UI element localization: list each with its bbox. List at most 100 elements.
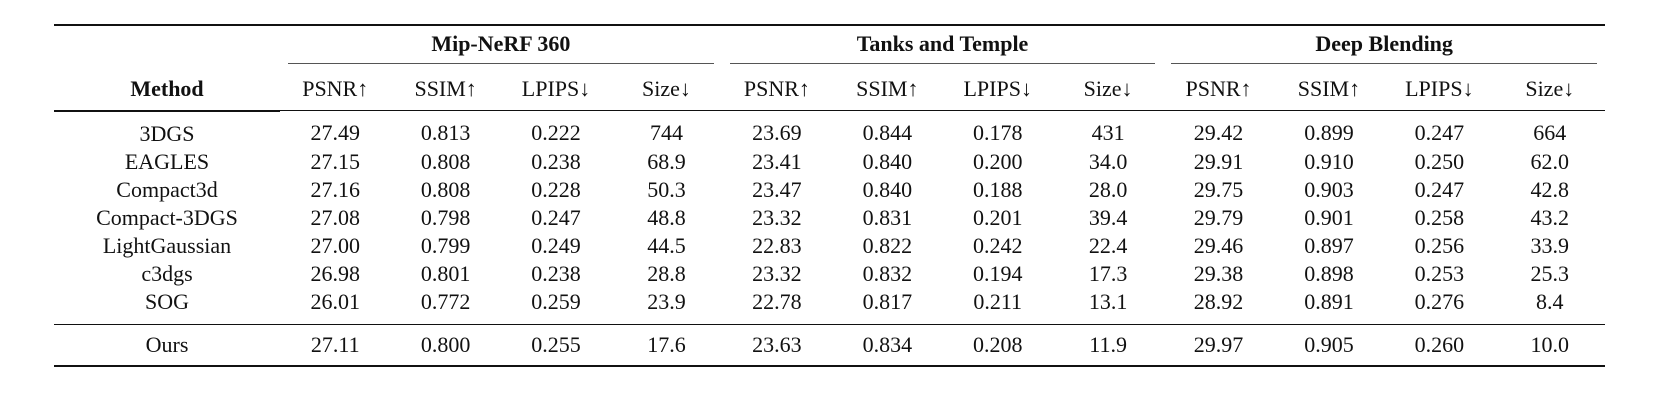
- table-row: LightGaussian 27.00 0.799 0.249 44.5 22.83 0.8…: [54, 232, 1605, 260]
- metric-value-cell: 0.222: [531, 120, 581, 146]
- metric-value-cell: 29.42: [1193, 120, 1244, 146]
- table-body-ours: Ours 27.11 0.800 0.255 17.6 23.63 0.834 0.208 11…: [54, 324, 1605, 366]
- metric-value-cell: 29.75: [1193, 176, 1244, 202]
- metric-header-cell: LPIPS↓: [500, 68, 612, 111]
- metric-value-cell: 0.208: [972, 331, 1023, 357]
- metric-value-cell: 0.899: [1304, 120, 1354, 146]
- metric-header-cell: SSIM↑: [390, 68, 501, 111]
- metric-value-cell: 0.832: [862, 260, 913, 286]
- metric-value-cell: 28.0: [1088, 176, 1128, 202]
- metric-value-cell: 13.1: [1088, 288, 1128, 314]
- metric-value-cell: 0.831: [862, 204, 913, 230]
- table-row-ours: Ours 27.11 0.800 0.255 17.6 23.63 0.834 0.208 11…: [54, 324, 1605, 366]
- results-table-container: Method Mip-NeRF 360 Tanks and Temple Dee…: [54, 24, 1605, 367]
- metric-value-cell: 25.3: [1530, 260, 1570, 286]
- metric-value-cell: 0.201: [972, 204, 1023, 230]
- metric-value-cell: 0.242: [972, 232, 1023, 258]
- table-row: Compact-3DGS 27.08 0.798 0.247 48.8 23.32 0.83…: [54, 204, 1605, 232]
- table-row: SOG 26.01 0.772 0.259 23.9 22.78 0.817 0.211 13.…: [54, 288, 1605, 325]
- metric-value-cell: 0.901: [1304, 204, 1354, 230]
- group-header-tanks-temple: Tanks and Temple: [722, 25, 1164, 68]
- metric-value-cell: 26.98: [310, 260, 360, 286]
- method-name-cell: Compact3d: [116, 176, 218, 202]
- metric-value-cell: 42.8: [1530, 176, 1570, 202]
- metric-value-cell: 0.905: [1304, 331, 1354, 357]
- table-row: 3DGS 27.49 0.813 0.222 744 23.69 0.844 0.178 431…: [54, 111, 1605, 148]
- table-body-baselines: 3DGS 27.49 0.813 0.222 744 23.69 0.844 0.178 431…: [54, 111, 1605, 325]
- metric-header-cell: LPIPS↓: [942, 68, 1053, 111]
- metric-value-cell: 48.8: [647, 204, 686, 230]
- metric-value-cell: 0.253: [1414, 260, 1465, 286]
- metric-value-cell: 664: [1533, 120, 1567, 146]
- metric-value-cell: 27.08: [310, 204, 360, 230]
- metric-value-cell: 8.4: [1536, 288, 1564, 314]
- metric-value-cell: 17.6: [647, 331, 686, 357]
- metric-value-cell: 23.32: [752, 204, 802, 230]
- method-name-cell: c3dgs: [141, 260, 193, 286]
- metric-value-cell: 39.4: [1088, 204, 1128, 230]
- metric-value-cell: 0.808: [420, 176, 471, 202]
- table-header: Method Mip-NeRF 360 Tanks and Temple Dee…: [54, 25, 1605, 112]
- metric-value-cell: 22.4: [1088, 232, 1128, 258]
- metric-value-cell: 0.260: [1414, 331, 1465, 357]
- metric-value-cell: 0.247: [531, 204, 581, 230]
- metric-value-cell: 22.83: [752, 232, 802, 258]
- metric-value-cell: 0.228: [531, 176, 581, 202]
- table-row: EAGLES 27.15 0.808 0.238 68.9 23.41 0.840 0.200…: [54, 148, 1605, 176]
- metric-header-cell: LPIPS↓: [1384, 68, 1495, 111]
- metric-value-cell: 33.9: [1530, 232, 1570, 258]
- metric-value-cell: 27.11: [310, 331, 360, 357]
- metric-value-cell: 29.79: [1193, 204, 1244, 230]
- metric-value-cell: 0.259: [531, 288, 581, 314]
- method-name-cell: Compact-3DGS: [96, 204, 238, 230]
- metric-value-cell: 0.903: [1304, 176, 1354, 202]
- metric-value-cell: 62.0: [1530, 148, 1570, 174]
- metric-value-cell: 23.32: [752, 260, 802, 286]
- metric-value-cell: 0.772: [420, 288, 471, 314]
- metric-value-cell: 11.9: [1089, 331, 1127, 357]
- metric-value-cell: 0.255: [531, 331, 581, 357]
- metric-value-cell: 0.249: [531, 232, 581, 258]
- metric-value-cell: 0.238: [531, 148, 581, 174]
- metric-value-cell: 34.0: [1088, 148, 1128, 174]
- metric-header-cell: PSNR↑: [1163, 68, 1274, 111]
- method-name-cell: Ours: [145, 331, 189, 357]
- metric-value-cell: 50.3: [647, 176, 686, 202]
- method-name-cell: LightGaussian: [102, 232, 232, 258]
- metric-value-cell: 23.41: [752, 148, 802, 174]
- metric-value-cell: 0.247: [1414, 176, 1465, 202]
- metric-value-cell: 0.800: [420, 331, 471, 357]
- metric-value-cell: 29.38: [1193, 260, 1244, 286]
- method-name-cell: 3DGS: [139, 120, 195, 146]
- metric-header-row: PSNR↑ SSIM↑ LPIPS↓ Size↓ PSNR↑ SSIM↑ LPIPS↓ Siz…: [54, 68, 1605, 111]
- metric-value-cell: 43.2: [1530, 204, 1570, 230]
- method-column-header: Method: [54, 25, 281, 112]
- metric-value-cell: 0.840: [862, 148, 913, 174]
- metric-header-cell: PSNR↑: [280, 68, 391, 111]
- metric-value-cell: 0.808: [420, 148, 471, 174]
- metric-value-cell: 27.15: [310, 148, 360, 174]
- metric-value-cell: 23.9: [647, 288, 686, 314]
- metric-value-cell: 17.3: [1088, 260, 1128, 286]
- metric-value-cell: 22.78: [752, 288, 802, 314]
- metric-value-cell: 68.9: [647, 148, 686, 174]
- metric-value-cell: 0.898: [1304, 260, 1354, 286]
- metric-value-cell: 27.16: [310, 176, 360, 202]
- metric-value-cell: 0.247: [1414, 120, 1465, 146]
- metric-value-cell: 0.910: [1304, 148, 1354, 174]
- metric-value-cell: 29.46: [1193, 232, 1244, 258]
- metric-value-cell: 0.891: [1304, 288, 1354, 314]
- metric-value-cell: 0.840: [862, 176, 913, 202]
- metric-value-cell: 0.844: [862, 120, 913, 146]
- metric-value-cell: 0.256: [1414, 232, 1465, 258]
- metric-value-cell: 27.00: [310, 232, 360, 258]
- metric-header-cell: SSIM↑: [1273, 68, 1385, 111]
- metric-value-cell: 431: [1091, 120, 1125, 146]
- metric-value-cell: 28.92: [1193, 288, 1244, 314]
- metric-value-cell: 0.799: [420, 232, 471, 258]
- results-table: Method Mip-NeRF 360 Tanks and Temple Dee…: [54, 24, 1605, 367]
- metric-header-cell: SSIM↑: [832, 68, 943, 111]
- metric-value-cell: 0.897: [1304, 232, 1354, 258]
- metric-value-cell: 0.801: [420, 260, 471, 286]
- metric-value-cell: 0.813: [420, 120, 471, 146]
